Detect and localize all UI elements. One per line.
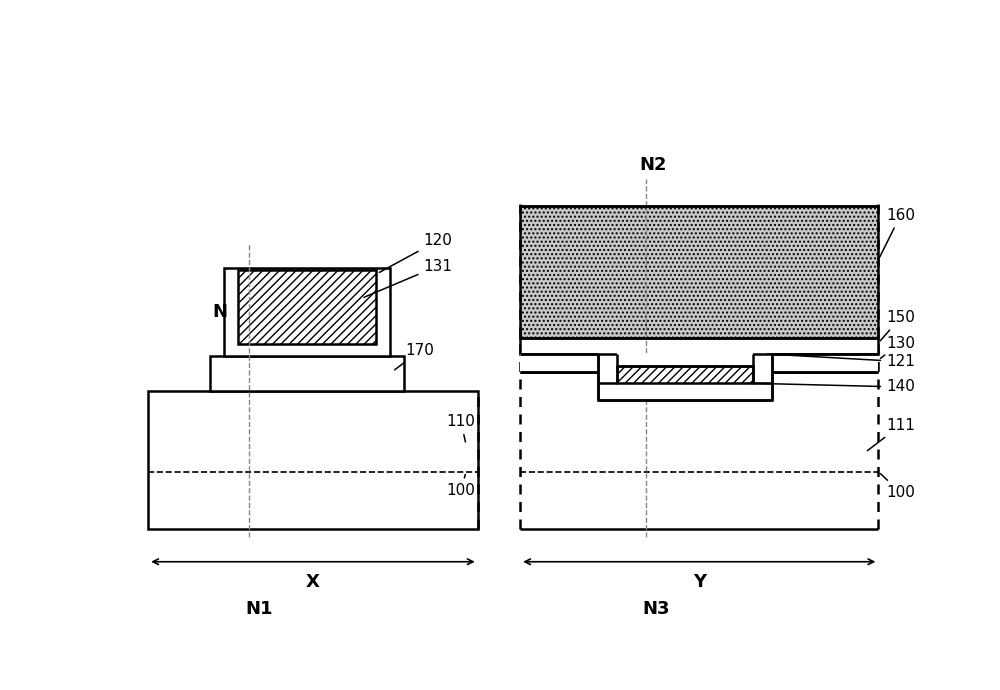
Bar	[617, 366, 753, 383]
Bar	[210, 356, 404, 391]
Bar	[520, 354, 878, 371]
Text: Y: Y	[693, 573, 706, 591]
Text: 120: 120	[379, 233, 452, 273]
Bar	[224, 268, 390, 356]
Text: 121: 121	[767, 354, 915, 369]
Bar	[598, 354, 772, 400]
Text: 140: 140	[748, 380, 915, 395]
Bar	[520, 206, 878, 338]
Text: 130: 130	[881, 335, 915, 358]
Text: 111: 111	[867, 418, 915, 451]
Text: N: N	[212, 303, 227, 321]
Text: N3: N3	[642, 600, 669, 618]
Bar	[148, 391, 478, 529]
Text: 100: 100	[880, 473, 915, 500]
Text: N2: N2	[640, 156, 667, 174]
Bar	[238, 270, 376, 344]
Text: X: X	[306, 573, 320, 591]
Bar	[617, 353, 753, 383]
Text: 131: 131	[364, 259, 452, 297]
Bar	[520, 371, 878, 529]
Bar	[598, 353, 772, 400]
Text: 100: 100	[447, 474, 476, 498]
Bar	[520, 338, 878, 354]
Text: 170: 170	[395, 343, 434, 370]
Text: 110: 110	[447, 414, 476, 442]
Text: 160: 160	[880, 208, 915, 257]
Text: N1: N1	[245, 600, 273, 618]
Text: 150: 150	[880, 310, 915, 341]
